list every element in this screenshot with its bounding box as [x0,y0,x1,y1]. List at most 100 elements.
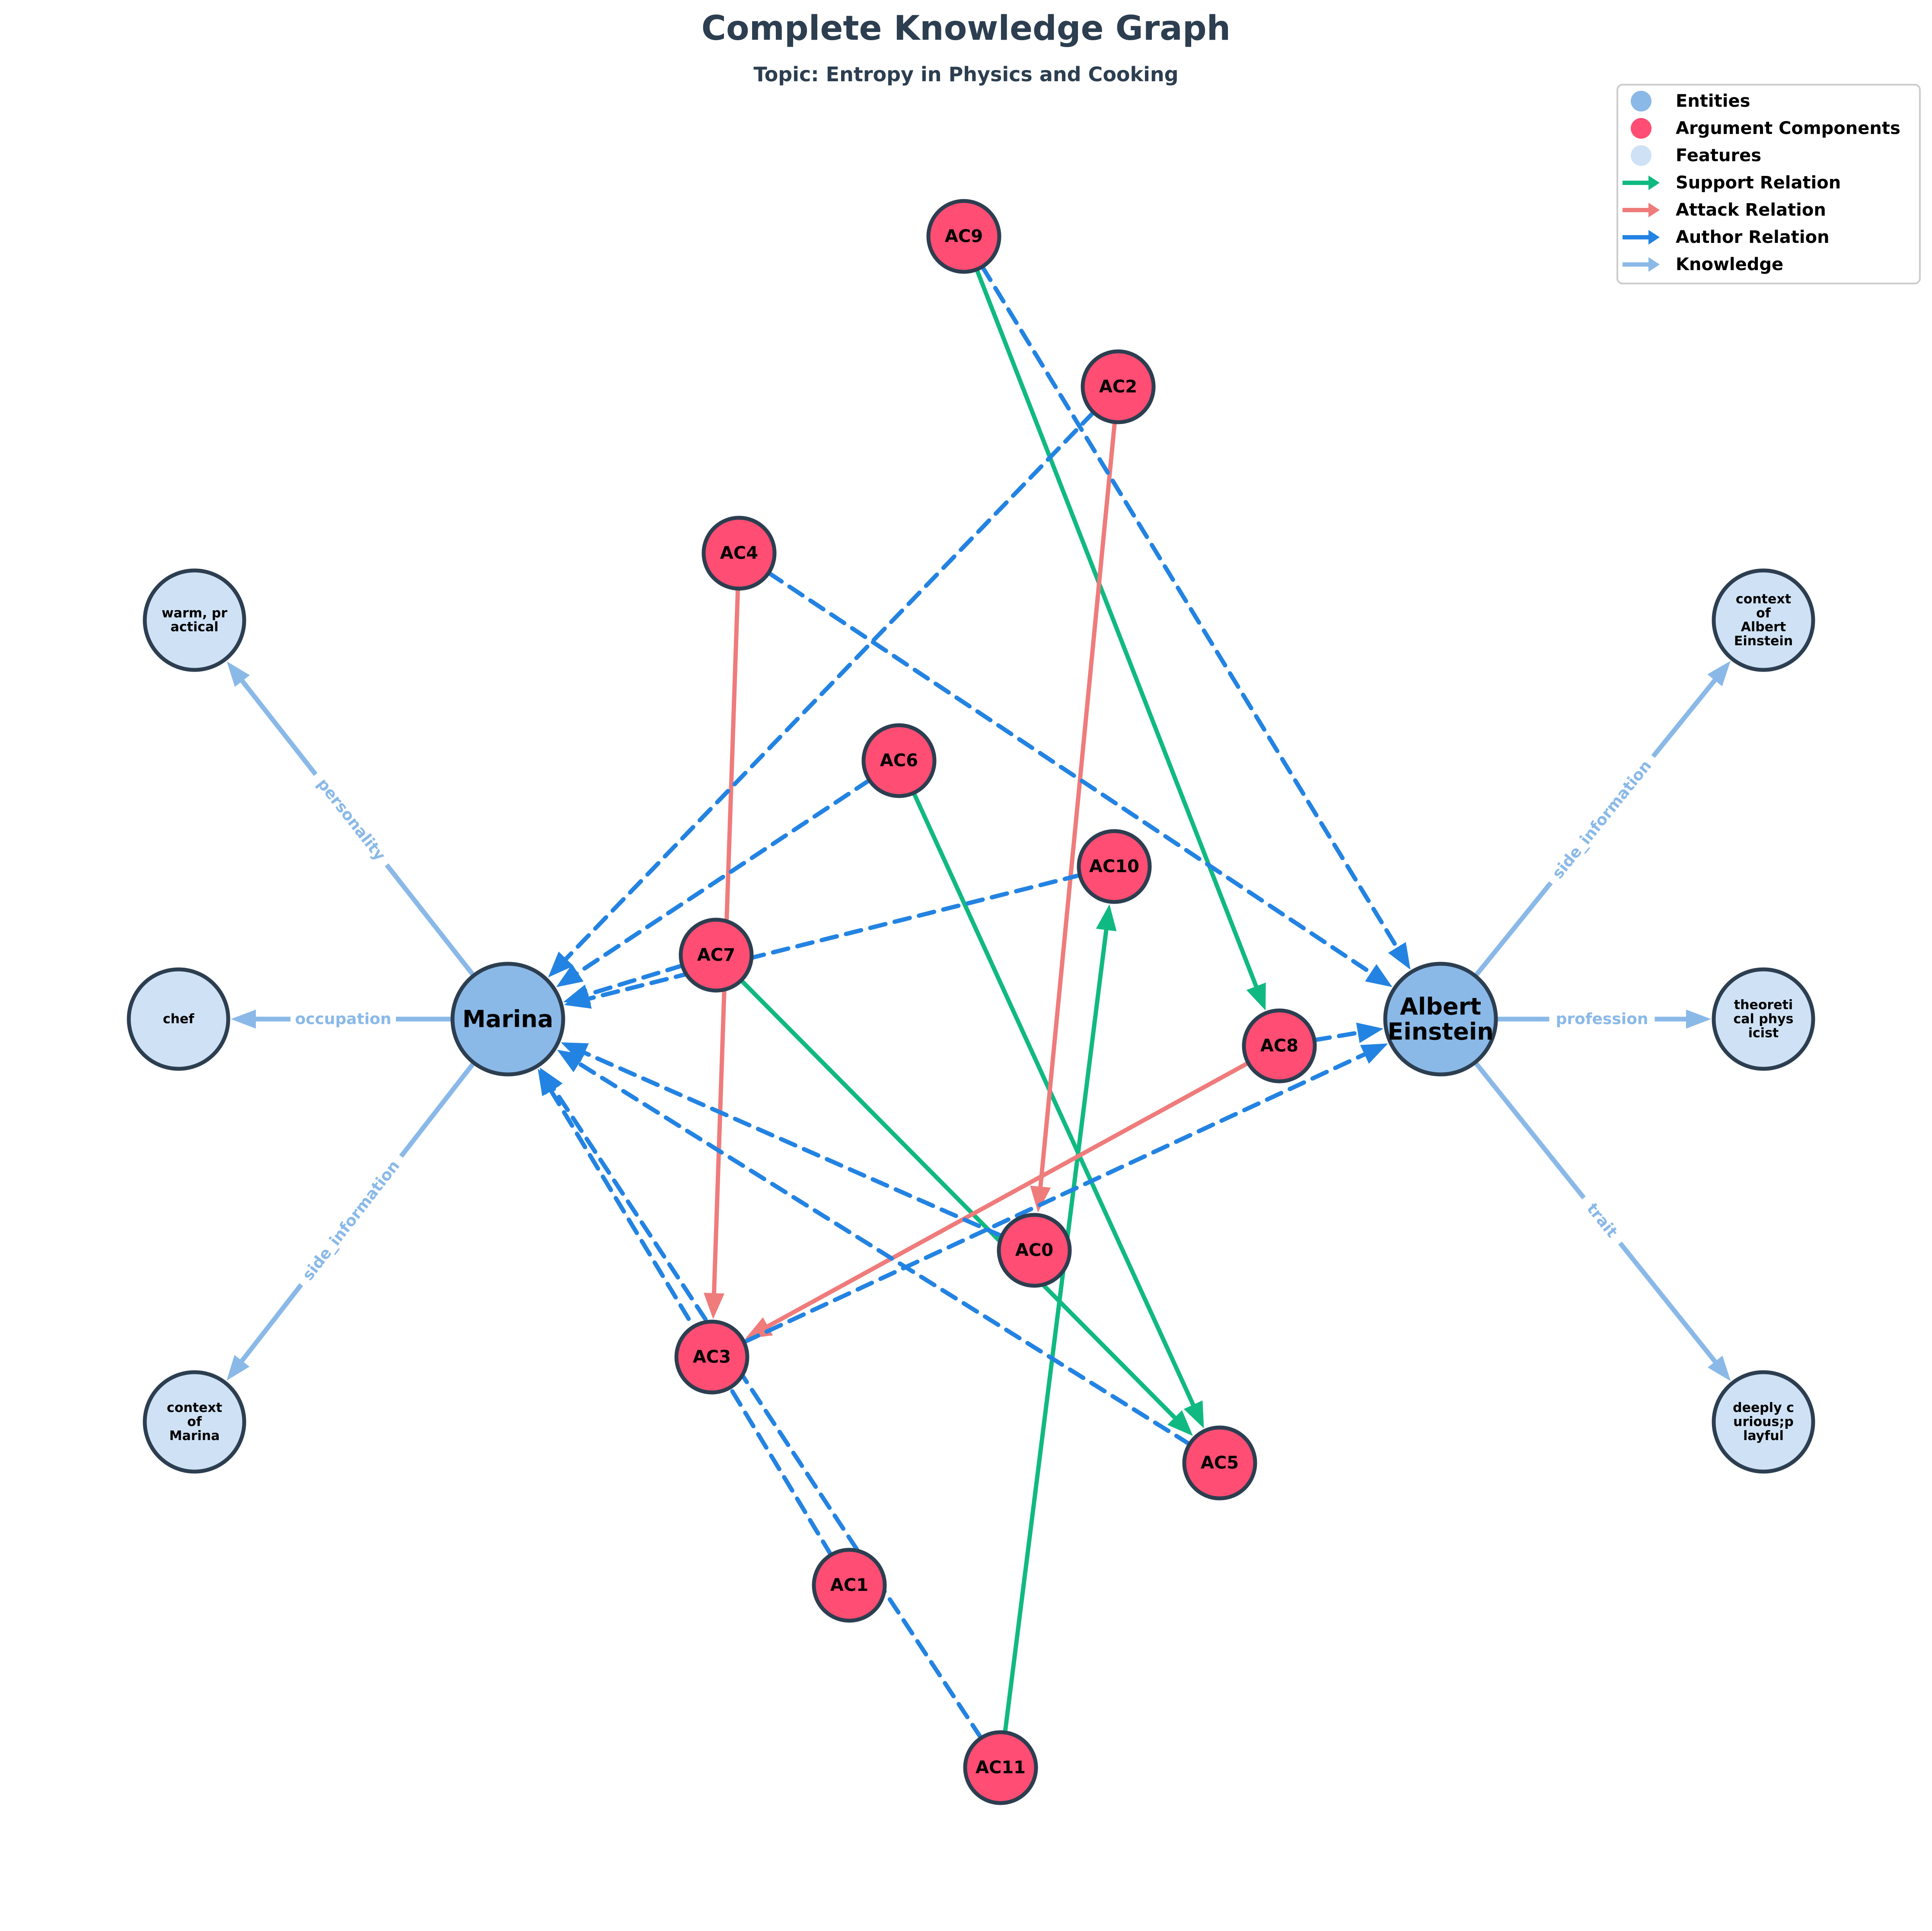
author-edge-line [574,1060,1192,1447]
support-edge-line [912,790,1196,1409]
page-subtitle: Topic: Entropy in Physics and Cooking [753,63,1178,86]
attack-edge-AC8-to-AC3 [745,1061,1251,1339]
author-arrowhead [563,985,591,1004]
legend-item-features: Features [1631,145,1761,166]
author-arrowhead [1388,942,1411,970]
argument-node-AC1[interactable]: AC1 [812,1548,887,1623]
feature-node-f_warm[interactable]: warm, pr actical [143,568,246,672]
node-label-line: layful [1743,1428,1784,1443]
argument-circle [1182,1425,1257,1501]
feature-node-f_theoretical[interactable]: theoreti cal phys icist [1712,967,1815,1071]
argument-circle [812,1548,887,1623]
edge-label-background [1542,749,1662,890]
edge-label-text: profession [1556,1010,1648,1028]
entity-node-einstein[interactable]: Albert Einstein [1383,962,1498,1077]
legend-arrowhead [1648,203,1660,217]
node-label: AC0 [1015,1240,1053,1260]
entity-circle [1383,962,1498,1077]
argument-circle [861,723,937,798]
attack-arrowhead [1030,1185,1051,1213]
legend-item-author-relation: Author Relation [1623,227,1830,247]
edge-label-occupation: occupation [290,1008,396,1030]
author-edge-line [548,1087,833,1557]
knowledge-arrowhead [226,661,250,687]
argument-node-AC0[interactable]: AC0 [997,1213,1072,1288]
support-arrowhead [1167,1410,1193,1436]
knowledge-arrowhead [1686,1010,1711,1029]
argument-node-AC2[interactable]: AC2 [1081,349,1156,424]
page-title: Complete Knowledge Graph [701,9,1231,48]
author-arrowhead [1356,1023,1384,1043]
legend-label: Author Relation [1676,227,1830,247]
node-label: AC6 [880,751,918,771]
feature-node-f_ctx_einstein[interactable]: context of Albert Einstein [1712,568,1815,672]
node-label: chef [163,1012,194,1027]
node-label: warm, pr actical [162,605,227,634]
author-edge-AC11-to-marina [539,1067,983,1740]
author-edge-AC9-to-einstein [980,264,1411,970]
argument-node-AC11[interactable]: AC11 [963,1730,1038,1805]
node-label-line: Einstein [1734,634,1793,649]
argument-circle [926,199,1001,274]
argument-node-AC7[interactable]: AC7 [679,918,754,993]
legend-label: Argument Components [1676,118,1900,138]
edge-label-background [1575,1191,1629,1250]
author-edge-AC7-to-marina [563,963,685,1004]
node-label: AC5 [1201,1453,1239,1473]
author-edge-line [742,1051,1369,1345]
edge-label-background [1549,1008,1655,1030]
node-label-line: warm, pr [162,605,227,621]
argument-circle [679,918,754,993]
support-edge-AC11-to-AC10 [1003,904,1117,1735]
knowledge-arrowhead [1707,1355,1731,1381]
node-label-line: AC3 [693,1347,731,1367]
author-arrowhead [557,1049,585,1072]
author-arrowhead [548,951,574,978]
node-label-line: AC7 [697,945,735,965]
support-edge-AC9-to-AC8 [974,267,1266,1010]
edge-label-text: side_information [1549,757,1655,883]
nodes-layer: Marina Albert Einstein AC0 AC1 AC2 AC3 AC4 AC5 AC… [127,199,1815,1805]
argument-node-AC9[interactable]: AC9 [926,199,1001,274]
argument-node-AC8[interactable]: AC8 [1242,1008,1317,1083]
node-label: context of Albert Einstein [1734,592,1793,649]
legend: Entities Argument Components Features Suppo… [1616,84,1921,284]
feature-node-f_ctx_marina[interactable]: context of Marina [143,1370,246,1474]
argument-node-AC6[interactable]: AC6 [861,723,937,798]
node-label-line: actical [171,620,219,635]
legend-item-argument-components: Argument Components [1631,118,1900,139]
node-label: AC4 [720,543,758,563]
node-label-line: Marina [169,1428,220,1443]
attack-edge-line [1038,420,1117,1192]
node-label: AC11 [976,1758,1026,1778]
argument-circle [1242,1008,1317,1083]
legend-label: Attack Relation [1676,200,1826,220]
feature-node-f_curious[interactable]: deeply c urious;p layful [1712,1370,1815,1474]
legend-label: Knowledge [1676,255,1783,274]
node-label-line: AC11 [976,1758,1026,1778]
legend-label: Features [1676,146,1761,166]
author-edge-line [980,264,1401,952]
node-label-line: AC9 [945,226,983,246]
node-label: AC9 [945,226,983,246]
support-arrowhead [1096,904,1117,931]
edge-label-background [306,767,396,872]
attack-edge-line [763,1061,1251,1330]
argument-node-AC10[interactable]: AC10 [1077,829,1152,904]
argument-node-AC4[interactable]: AC4 [701,516,777,591]
author-edge-AC5-to-marina [557,1049,1192,1447]
author-edge-line [562,410,1096,963]
edge-label-text: side_information [299,1157,403,1284]
argument-node-AC5[interactable]: AC5 [1182,1425,1257,1501]
support-edge-line [1003,925,1109,1735]
author-edge-AC3-to-einstein [742,1043,1388,1345]
edge-label-trait: trait [1575,1191,1629,1250]
legend-label: Entities [1676,91,1750,111]
argument-node-AC3[interactable]: AC3 [674,1319,749,1395]
legend-arrowhead [1648,175,1660,190]
support-arrowhead [1183,1400,1204,1428]
edges-layer [226,264,1731,1740]
feature-node-f_chef[interactable]: chef [127,967,230,1071]
support-edge-line [974,267,1259,991]
entity-node-marina[interactable]: Marina [450,962,565,1077]
